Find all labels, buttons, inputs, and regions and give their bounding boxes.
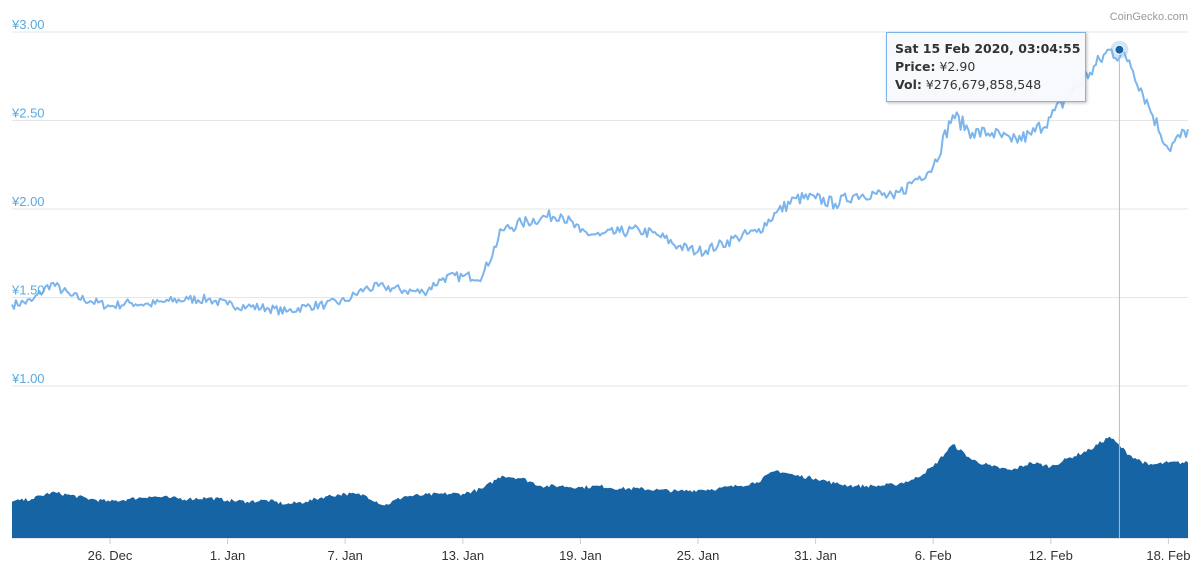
tooltip-vol-label: Vol: [895, 77, 922, 92]
tooltip-vol-row: Vol: ¥276,679,858,548 [895, 76, 1077, 94]
tooltip-date-text: Sat 15 Feb 2020, 03:04:55 [895, 41, 1081, 56]
y-axis: ¥1.00 ¥1.50 ¥2.00 ¥2.50 ¥3.00 [11, 17, 45, 386]
price-tooltip: Sat 15 Feb 2020, 03:04:55 Price: ¥2.90 V… [886, 32, 1086, 102]
x-tick-label: 12. Feb [1029, 548, 1073, 563]
tooltip-price-label: Price: [895, 59, 936, 74]
price-line [11, 48, 1189, 316]
hover-point[interactable] [1114, 44, 1125, 55]
x-axis: 26. Dec 1. Jan 7. Jan 13. Jan 19. Jan 25. Jan… [88, 538, 1190, 563]
volume-series-area [12, 436, 1188, 538]
tooltip-price-row: Price: ¥2.90 [895, 58, 1077, 76]
y-tick-label: ¥1.00 [11, 371, 45, 386]
y-tick-label: ¥1.50 [11, 283, 45, 298]
tooltip-vol-value: ¥276,679,858,548 [925, 77, 1042, 92]
x-tick-label: 13. Jan [441, 548, 484, 563]
price-series-line [11, 48, 1189, 316]
volume-area [12, 436, 1188, 538]
y-tick-label: ¥2.50 [11, 106, 45, 121]
x-tick-label: 1. Jan [210, 548, 245, 563]
x-tick-label: 6. Feb [915, 548, 952, 563]
y-tick-label: ¥2.00 [11, 194, 45, 209]
grid-lines [12, 31, 1188, 539]
hover-marker [1110, 40, 1129, 538]
x-tick-label: 7. Jan [327, 548, 362, 563]
tooltip-price-value: ¥2.90 [939, 59, 976, 74]
y-tick-label: ¥3.00 [11, 17, 45, 32]
tooltip-date: Sat 15 Feb 2020, 03:04:55 [895, 40, 1081, 58]
x-tick-label: 18. Feb [1146, 548, 1190, 563]
x-tick-label: 25. Jan [677, 548, 720, 563]
x-tick-label: 31. Jan [794, 548, 837, 563]
x-tick-label: 26. Dec [88, 548, 133, 563]
credit-label[interactable]: CoinGecko.com [1110, 11, 1188, 23]
x-tick-label: 19. Jan [559, 548, 602, 563]
